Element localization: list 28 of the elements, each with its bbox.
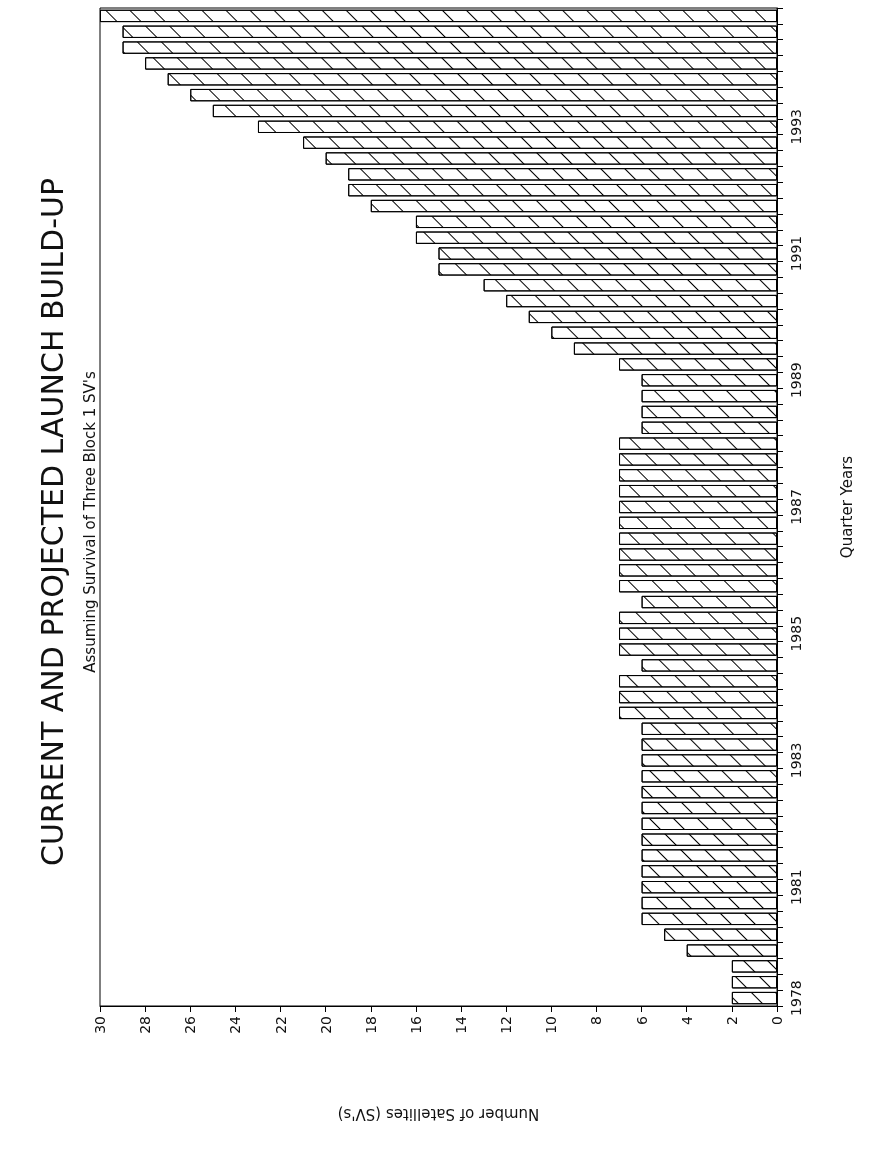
y-tick-label: 1985 (788, 615, 804, 652)
text: Assuming Survival of Three Block 1 SV's (81, 371, 99, 673)
y-tick-label: 1987 (788, 489, 804, 525)
x-tick-label: 28 (137, 1016, 154, 1034)
x-tick-label: 24 (227, 1015, 244, 1034)
x-tick-label: 20 (317, 1016, 334, 1034)
x-tick-label: 0 (769, 1016, 785, 1025)
x-tick-label: 2 (723, 1016, 740, 1025)
y-axis-title: Quarter Years (837, 455, 856, 559)
y-tick-label: 1983 (788, 742, 804, 779)
x-tick-label: 14 (453, 1015, 470, 1034)
x-tick-label: 16 (407, 1015, 424, 1034)
x-tick-label: 8 (588, 1016, 605, 1025)
x-tick-label: 10 (543, 1016, 560, 1034)
x-tick-label: 22 (272, 1016, 289, 1034)
x-axis-title: Number of Satellites (SV's) (337, 1104, 540, 1123)
y-tick-label: 1991 (788, 235, 804, 272)
x-tick-label: 18 (362, 1016, 379, 1034)
x-tick-label: 4 (678, 1015, 695, 1025)
x-tick-label: 26 (182, 1015, 199, 1034)
y-tick-label: 1978 (788, 980, 804, 1016)
text: CURRENT AND PROJECTED LAUNCH BUILD-UP (34, 177, 70, 867)
x-tick-label: 6 (633, 1015, 650, 1025)
y-tick-label: 1989 (788, 362, 804, 399)
x-tick-label: 12 (498, 1016, 515, 1034)
y-tick-label: 1993 (788, 108, 804, 145)
y-tick-label: 1981 (788, 869, 804, 906)
x-tick-label: 30 (92, 1016, 108, 1034)
